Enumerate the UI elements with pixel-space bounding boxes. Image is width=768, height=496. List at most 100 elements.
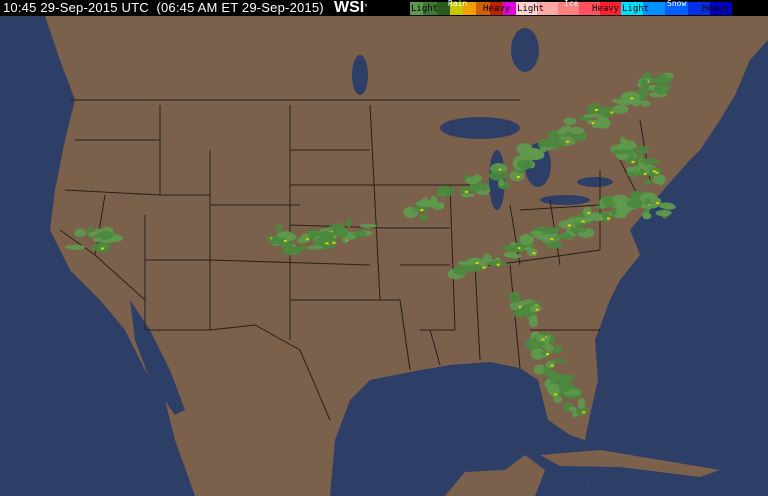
radar-echo (569, 126, 585, 135)
radar-echo (614, 213, 628, 219)
radar-echo-heavy (554, 393, 558, 396)
snow-legend-swatch (709, 2, 733, 15)
radar-echo (625, 140, 636, 148)
snow-legend-swatch (643, 2, 666, 15)
radar-echo (540, 147, 548, 153)
radar-echo (550, 389, 559, 398)
radar-echo-heavy (332, 241, 336, 244)
snow-legend-swatch (621, 2, 644, 15)
radar-echo (465, 177, 479, 185)
atlantic-ocean (585, 40, 768, 496)
radar-echo (97, 230, 114, 240)
radar-echo (644, 178, 652, 186)
radar-echo (501, 244, 519, 252)
lake-ontario (577, 177, 613, 187)
radar-echo-heavy (420, 209, 424, 212)
radar-echo (548, 129, 561, 140)
radar-echo (642, 211, 651, 220)
radar-echo (419, 213, 428, 222)
radar-echo (552, 226, 560, 232)
radar-echo (528, 316, 539, 328)
radar-echo-heavy (550, 238, 554, 241)
radar-echo (293, 246, 309, 251)
radar-echo-heavy (630, 97, 634, 100)
radar-echo (530, 348, 546, 360)
radar-echo (517, 159, 532, 170)
lake-superior (440, 117, 520, 139)
radar-echo (661, 204, 676, 210)
radar-echo (652, 175, 664, 185)
radar-echo-heavy (532, 252, 536, 255)
radar-echo (430, 195, 438, 208)
radar-echo (547, 370, 556, 376)
radar-echo (488, 170, 508, 181)
radar-echo (296, 237, 307, 244)
radar-echo-heavy (535, 308, 539, 311)
radar-echo (654, 74, 673, 85)
radar-echo-heavy (496, 263, 500, 266)
radar-echo (556, 233, 573, 240)
yucatan (500, 455, 545, 496)
radar-echo (612, 104, 629, 114)
ice-legend-swatch (558, 2, 580, 15)
radar-echo (65, 244, 85, 250)
rain-legend-swatch (463, 2, 477, 15)
radar-echo (640, 158, 660, 165)
radar-echo-heavy (550, 364, 554, 367)
radar-echo (503, 251, 518, 258)
radar-echo (533, 364, 547, 375)
radar-echo (594, 117, 611, 129)
radar-echo (635, 145, 650, 154)
radar-echo-heavy (610, 111, 614, 114)
rain-heavy-label: Heavy (483, 4, 511, 14)
pacific-ocean (0, 16, 195, 496)
radar-echo (276, 233, 285, 238)
radar-echo-heavy (475, 261, 479, 264)
rain-legend-swatch (449, 2, 464, 15)
lake-erie (540, 195, 590, 205)
gulf-of-california (130, 300, 185, 415)
lake-nipigon (511, 28, 539, 72)
radar-echo (93, 237, 101, 243)
radar-echo (275, 222, 283, 234)
radar-echo (353, 230, 367, 238)
logo-mark: ° (364, 3, 368, 12)
lake-winnipeg (352, 55, 368, 95)
radar-echo-heavy (283, 239, 287, 242)
radar-echo-heavy (482, 266, 486, 269)
ice-heavy-label: Heavy (592, 4, 620, 14)
radar-echo (91, 243, 111, 252)
radar-echo (544, 137, 565, 149)
snow-legend-swatch (665, 2, 689, 15)
radar-echo (558, 379, 573, 392)
radar-echo-heavy (541, 338, 545, 341)
radar-echo (460, 193, 475, 198)
radar-echo (563, 117, 577, 126)
radar-echo (641, 100, 651, 107)
cuba (540, 450, 720, 477)
radar-echo (465, 264, 483, 272)
ice-legend-swatch (600, 2, 622, 15)
radar-echo (640, 204, 658, 209)
ice-title: Ice (564, 0, 579, 8)
radar-echo (655, 209, 672, 217)
radar-echo (359, 223, 377, 229)
radar-echo-heavy (652, 170, 656, 173)
radar-echo (285, 233, 297, 241)
radar-echo (328, 236, 337, 248)
rain-light-label: Light (411, 4, 439, 14)
radar-echo-heavy (516, 175, 520, 178)
radar-echo (412, 205, 429, 213)
radar-echo (552, 358, 567, 364)
logo-text: WSI (334, 0, 365, 16)
radar-echo (524, 149, 545, 159)
radar-echo (569, 406, 577, 412)
radar-echo-heavy (607, 217, 611, 220)
radar-echo (655, 85, 667, 95)
radar-echo (626, 199, 646, 208)
radar-echo-heavy (305, 238, 309, 241)
radar-echo (545, 241, 563, 249)
radar-echo (529, 230, 543, 235)
